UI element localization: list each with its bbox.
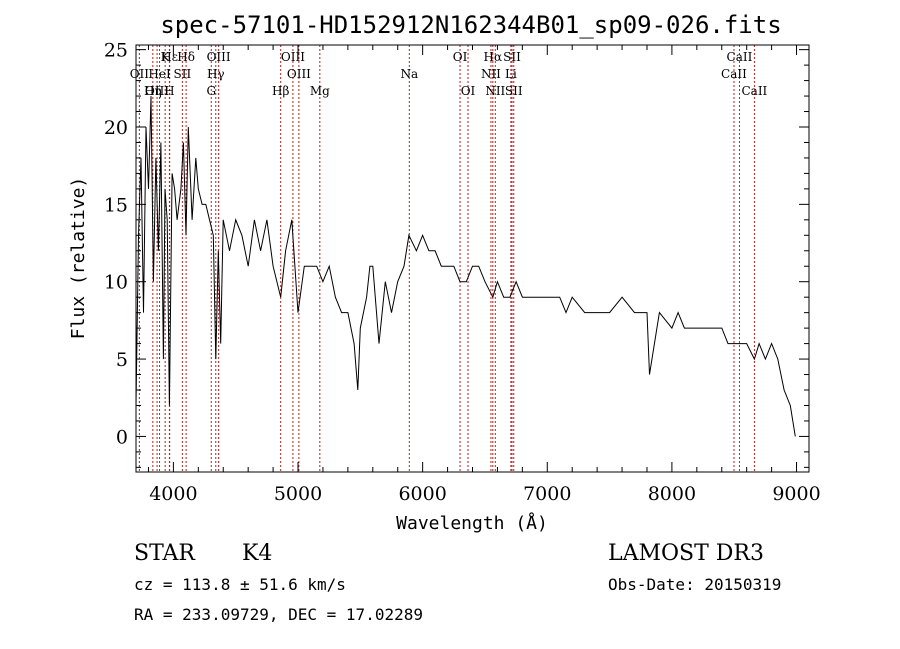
sky-coordinates: RA = 233.09729, DEC = 17.02289	[134, 605, 423, 624]
spectral-line-label: OIII	[207, 50, 231, 64]
observation-date: Obs-Date: 20150319	[608, 575, 781, 594]
y-tick-label: 5	[116, 349, 128, 371]
spectral-line-label: OII	[130, 67, 150, 81]
spectral-line-label: Mg	[310, 84, 330, 98]
y-tick-label: 10	[104, 272, 128, 294]
object-type: STAR	[134, 541, 196, 566]
x-tick-label: 4000	[149, 483, 197, 505]
spectral-line-label: G	[206, 84, 216, 98]
spectral-line-label: OIII	[287, 67, 311, 81]
y-tick-label: 20	[104, 117, 128, 139]
chart-title: spec-57101-HD152912N162344B01_sp09-026.f…	[160, 11, 781, 39]
spectral-line-label: OI	[461, 84, 476, 98]
spectral-line-label: H	[164, 84, 174, 98]
survey-name: LAMOST DR3	[608, 541, 764, 566]
x-tick-label: 9000	[772, 483, 820, 505]
x-tick-label: 8000	[648, 483, 696, 505]
y-tick-label: 25	[104, 40, 128, 62]
spectral-line-label: SII	[174, 67, 192, 81]
y-axis-ticks: 0 5 10 15 20 25	[104, 40, 809, 468]
y-tick-label: 0	[116, 426, 128, 448]
plot-frame	[135, 44, 810, 473]
spectrum-line	[135, 96, 796, 437]
spectral-line-label: SII	[503, 50, 521, 64]
x-tick-label: 7000	[523, 483, 571, 505]
spectral-line-label: Na	[400, 67, 418, 81]
spectral-line-label: Hβ	[272, 84, 289, 98]
spectral-line-label: Hη	[144, 84, 162, 98]
spectral-line-label: NII	[485, 84, 505, 98]
y-tick-label: 15	[104, 194, 128, 216]
x-axis-label: Wavelength (Å)	[396, 512, 548, 534]
spectral-line-label: K	[161, 50, 171, 64]
spectral-line-label: CaII	[721, 67, 747, 81]
spectral-line-label: CaII	[727, 50, 753, 64]
spectrum-series	[135, 96, 796, 437]
spectral-line-label: CaII	[741, 84, 767, 98]
spectral-line-label: HeI	[148, 67, 171, 81]
spectral-line-label: OI	[453, 50, 468, 64]
spectral-line-label: OIII	[145, 84, 169, 98]
spectral-line-label: SII	[505, 84, 523, 98]
object-subclass: K4	[242, 541, 272, 566]
spectral-line-label: Hγ	[207, 67, 225, 81]
spectral-line-label: OIII	[281, 50, 305, 64]
redshift-cz: cz = 113.8 ± 51.6 km/s	[134, 575, 346, 594]
x-tick-label: 5000	[274, 483, 322, 505]
spectral-line-label: Hα	[484, 50, 503, 64]
spectral-line-markers	[138, 45, 755, 472]
x-tick-label: 6000	[398, 483, 446, 505]
spectral-line-label: Li	[505, 67, 517, 81]
spectral-line-label: Hδ	[177, 50, 195, 64]
x-axis-ticks: 4000 5000 6000 7000 8000 9000	[147, 45, 821, 505]
y-axis-label: Flux (relative)	[68, 177, 89, 340]
spectral-line-label: NII	[481, 67, 501, 81]
